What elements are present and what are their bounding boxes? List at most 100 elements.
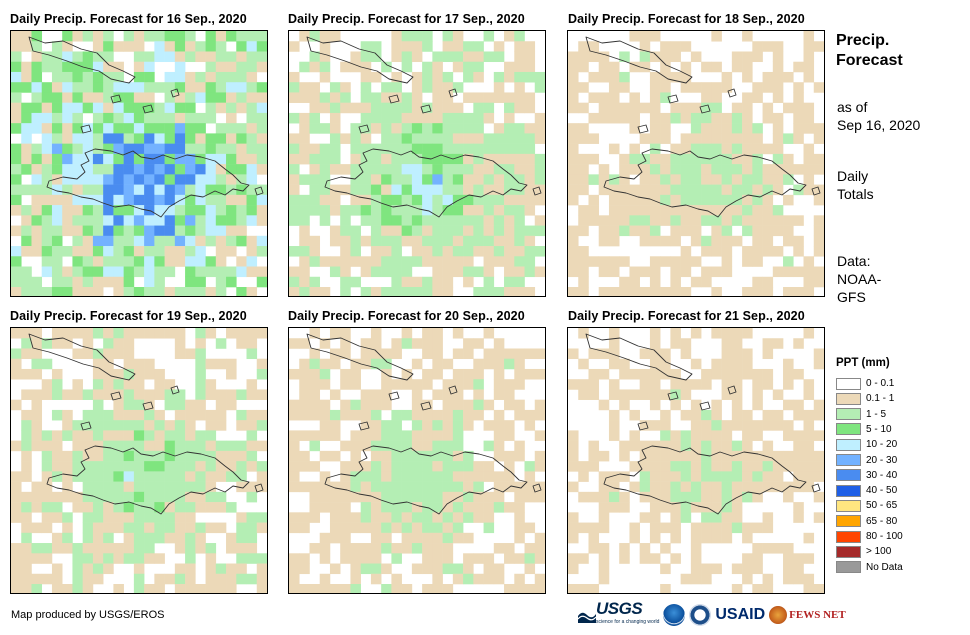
rainfall-cell	[742, 287, 753, 296]
rainfall-cell	[319, 573, 331, 585]
rainfall-cell	[752, 174, 763, 185]
rainfall-cell	[21, 164, 32, 175]
rainfall-cell	[731, 61, 743, 73]
rainfall-cell	[793, 102, 804, 114]
rainfall-cell	[514, 71, 525, 83]
rainfall-cell	[144, 266, 155, 278]
legend-label: 80 - 100	[866, 531, 903, 542]
rainfall-cell	[432, 194, 443, 206]
rainfall-cell	[289, 450, 300, 462]
rainfall-cell	[185, 256, 196, 267]
rainfall-cell	[422, 420, 433, 431]
rainfall-cell	[629, 184, 640, 196]
rainfall-cell	[463, 256, 474, 267]
rainfall-cell	[92, 399, 104, 411]
rainfall-cell	[299, 235, 310, 247]
rainfall-cell	[401, 532, 413, 544]
rainfall-cell	[319, 553, 331, 564]
rainfall-cell	[256, 563, 267, 575]
rainfall-cell	[113, 205, 124, 216]
rainfall-cell	[226, 215, 237, 226]
rainfall-cell	[51, 430, 63, 441]
rainfall-cell	[803, 71, 815, 83]
rainfall-cell	[401, 41, 413, 52]
rainfall-cell	[360, 164, 372, 175]
rainfall-cell	[51, 246, 63, 257]
rainfall-cell	[195, 440, 206, 452]
rainfall-cell	[422, 348, 433, 360]
rainfall-cell	[309, 584, 321, 593]
rainfall-cell	[514, 348, 525, 360]
rainfall-cell	[72, 553, 83, 564]
rainfall-cell	[41, 379, 53, 390]
as-of-value: Sep 16, 2020	[837, 117, 921, 133]
rainfall-cell	[578, 61, 589, 73]
rainfall-cell	[762, 194, 774, 206]
rainfall-cell	[41, 215, 53, 226]
rainfall-cell	[370, 71, 382, 83]
rainfall-cell	[215, 225, 227, 237]
rainfall-cell	[340, 82, 351, 93]
rainfall-cell	[534, 461, 545, 472]
rainfall-cell	[411, 276, 423, 288]
rainfall-cell	[629, 143, 640, 155]
rainfall-cell	[51, 256, 63, 267]
rainfall-cell	[113, 287, 124, 296]
rainfall-cell	[391, 215, 402, 226]
rainfall-cell	[309, 184, 321, 196]
rainfall-cell	[113, 92, 124, 103]
rainfall-cell	[123, 522, 135, 534]
rainfall-cell	[442, 522, 454, 534]
rainfall-cell	[370, 246, 382, 257]
rainfall-cell	[11, 184, 22, 196]
rainfall-grid	[11, 328, 267, 593]
rainfall-cell	[401, 102, 413, 114]
rainfall-cell	[578, 553, 589, 564]
rainfall-cell	[236, 205, 247, 216]
rainfall-cell	[742, 532, 753, 544]
rainfall-cell	[483, 420, 495, 431]
rainfall-cell	[144, 82, 155, 93]
rainfall-cell	[514, 143, 525, 155]
rainfall-cell	[514, 82, 525, 93]
rainfall-cell	[598, 348, 610, 360]
rainfall-cell	[381, 102, 392, 114]
rainfall-cell	[473, 358, 484, 370]
rainfall-cell	[133, 358, 145, 370]
rainfall-cell	[360, 184, 372, 196]
rainfall-cell	[360, 61, 372, 73]
rainfall-cell	[772, 153, 784, 165]
rainfall-cell	[534, 348, 545, 360]
rainfall-cell	[639, 471, 651, 482]
rainfall-cell	[442, 143, 454, 155]
rainfall-cell	[793, 502, 804, 513]
rainfall-cell	[442, 287, 454, 296]
rainfall-cell	[598, 71, 610, 83]
rainfall-cell	[381, 123, 392, 134]
rainfall-cell	[762, 235, 774, 247]
rainfall-cell	[72, 102, 83, 114]
rainfall-cell	[154, 184, 165, 196]
rainfall-cell	[289, 522, 300, 534]
rainfall-cell	[319, 184, 331, 196]
rainfall-cell	[649, 51, 661, 63]
rainfall-cell	[680, 215, 692, 226]
rainfall-cell	[690, 358, 702, 370]
rainfall-cell	[113, 123, 124, 134]
rainfall-cell	[205, 502, 217, 513]
rainfall-cell	[144, 358, 155, 370]
rainfall-cell	[442, 358, 454, 370]
rainfall-cell	[350, 235, 361, 247]
rainfall-cell	[21, 471, 32, 482]
rainfall-cell	[401, 440, 413, 452]
rainfall-cell	[154, 194, 165, 206]
rainfall-cell	[31, 71, 43, 83]
rainfall-cell	[299, 512, 310, 523]
rainfall-cell	[411, 102, 423, 114]
rainfall-cell	[123, 246, 135, 257]
rainfall-cell	[246, 553, 258, 564]
rainfall-cell	[226, 61, 237, 73]
legend-item: No Data	[836, 561, 903, 574]
rainfall-cell	[411, 481, 423, 493]
rainfall-cell	[411, 409, 423, 421]
